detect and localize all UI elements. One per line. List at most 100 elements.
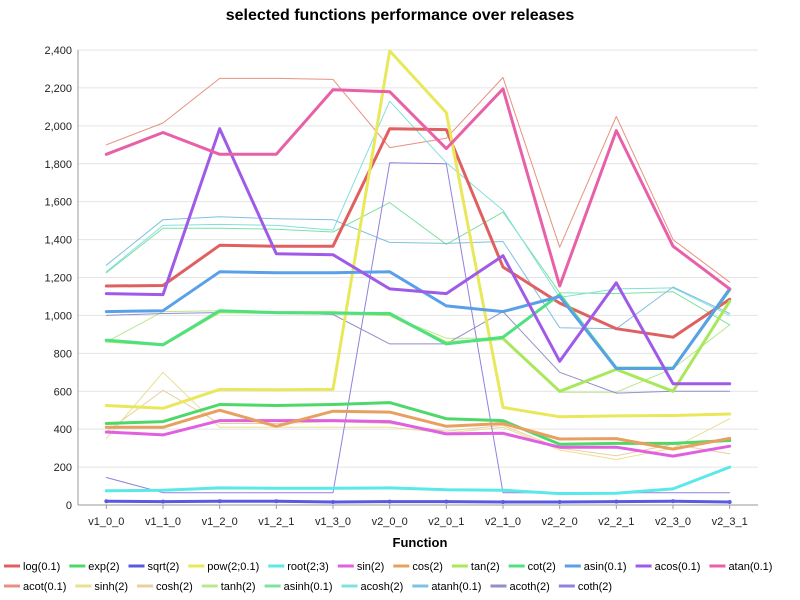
series-line-11 xyxy=(104,87,732,291)
legend-item: asin(0.1) xyxy=(564,561,627,573)
data-point xyxy=(161,499,165,504)
legend-item: coth(2) xyxy=(558,581,612,593)
x-tick-label: v1_2_0 xyxy=(202,516,238,528)
legend-item: asinh(0.1) xyxy=(264,581,333,593)
legend-item: exp(2) xyxy=(69,561,119,573)
series-layer xyxy=(104,49,732,504)
legend-label: atan(0.1) xyxy=(728,561,772,573)
legend-label: acoth(2) xyxy=(509,581,549,593)
legend-label: log(0.1) xyxy=(23,561,60,573)
legend-item: sinh(2) xyxy=(75,581,128,593)
series-line-5 xyxy=(104,419,732,458)
series-line-4 xyxy=(104,465,732,496)
legend-item: cot(2) xyxy=(508,561,556,573)
legend-item: acos(0.1) xyxy=(635,561,701,573)
y-tick-label: 1,400 xyxy=(44,235,72,247)
series-line-7 xyxy=(104,299,732,393)
legend-label: tanh(2) xyxy=(221,581,256,593)
legend-item: tanh(2) xyxy=(201,581,256,593)
y-tick-label: 1,200 xyxy=(44,273,72,285)
legend-item: root(2;3) xyxy=(268,561,329,573)
y-tick-label: 2,400 xyxy=(44,45,72,57)
x-tick-label: v2_1_0 xyxy=(485,516,521,528)
legend-item: acosh(2) xyxy=(341,581,404,593)
data-point xyxy=(104,499,109,504)
legend-item: sqrt(2) xyxy=(128,561,179,573)
legend-label: acosh(2) xyxy=(361,581,404,593)
legend-label: asin(0.1) xyxy=(584,561,627,573)
y-axis-ticks: 0 200 400 600 800 1,000 1,200 1,400 1,600 1,800 2,… xyxy=(44,45,72,512)
legend-item: sin(2) xyxy=(337,561,385,573)
series-line-9 xyxy=(104,270,732,370)
data-point xyxy=(614,499,619,504)
series-line-18 xyxy=(105,216,731,330)
x-tick-label: v2_3_1 xyxy=(712,516,748,528)
legend-label: cosh(2) xyxy=(156,581,193,593)
series-line-10 xyxy=(104,127,732,386)
series-line-17 xyxy=(105,100,731,316)
legend-label: cot(2) xyxy=(528,561,556,573)
series-line-1 xyxy=(104,401,732,446)
x-tick-label: v2_2_0 xyxy=(542,516,578,528)
series-line-0 xyxy=(104,127,732,339)
legend-label: cos(2) xyxy=(412,561,443,573)
data-point xyxy=(274,499,279,504)
y-tick-label: 0 xyxy=(66,500,72,512)
legend-label: acos(0.1) xyxy=(655,561,701,573)
x-axis-ticks: v1_0_0 v1_1_0 v1_2_0 v1_2_1 v1_3_0 v2_0_0 v2_0… xyxy=(88,505,748,528)
legend-item: atanh(0.1) xyxy=(412,581,481,593)
x-tick-label: v1_3_0 xyxy=(315,516,351,528)
legend-item: acot(0.1) xyxy=(4,581,66,593)
data-point xyxy=(217,499,222,504)
y-tick-label: 1,800 xyxy=(44,159,72,171)
chart-title: selected functions performance over rele… xyxy=(226,7,575,24)
y-tick-label: 2,200 xyxy=(44,83,72,95)
legend-label: tan(2) xyxy=(471,561,500,573)
x-tick-label: v2_3_0 xyxy=(655,516,691,528)
legend-label: sinh(2) xyxy=(94,581,128,593)
data-point xyxy=(557,499,562,504)
y-tick-label: 800 xyxy=(54,348,72,360)
data-point xyxy=(444,499,449,504)
legend-item: pow(2;0.1) xyxy=(188,561,259,573)
legend-item: cos(2) xyxy=(393,561,443,573)
x-tick-label: v1_0_0 xyxy=(88,516,124,528)
x-axis-title: Function xyxy=(393,535,448,550)
series-line-12 xyxy=(105,77,731,283)
series-line-2 xyxy=(104,499,732,504)
y-tick-label: 400 xyxy=(54,424,72,436)
x-tick-label: v1_1_0 xyxy=(145,516,181,528)
y-tick-label: 1,000 xyxy=(44,310,72,322)
legend-label: atanh(0.1) xyxy=(431,581,481,593)
series-line-3 xyxy=(104,49,732,419)
series-line-14 xyxy=(105,389,731,457)
legend-item: tan(2) xyxy=(451,561,500,573)
legend-label: root(2;3) xyxy=(287,561,329,573)
data-point xyxy=(387,499,392,504)
legend-label: coth(2) xyxy=(578,581,612,593)
legend-item: log(0.1) xyxy=(4,561,60,573)
x-tick-label: v2_0_1 xyxy=(428,516,464,528)
series-line-6 xyxy=(104,408,732,451)
legend-label: sin(2) xyxy=(357,561,385,573)
legend-label: pow(2;0.1) xyxy=(207,561,259,573)
x-tick-label: v1_2_1 xyxy=(258,516,294,528)
legend-item: cosh(2) xyxy=(137,581,193,593)
x-tick-label: v2_0_0 xyxy=(372,516,408,528)
y-tick-label: 2,000 xyxy=(44,121,72,133)
data-point xyxy=(331,499,335,504)
data-point xyxy=(727,499,732,504)
x-tick-label: v2_2_1 xyxy=(598,516,634,528)
legend-label: exp(2) xyxy=(88,561,119,573)
series-line-15 xyxy=(105,310,731,393)
legend-item: acoth(2) xyxy=(490,581,550,593)
legend-item: atan(0.1) xyxy=(709,561,772,573)
grid-lines xyxy=(77,49,758,506)
data-point xyxy=(501,499,505,504)
legend: log(0.1) exp(2) sqrt(2) pow(2;0.1) root(2;3)… xyxy=(4,561,772,593)
legend-label: asinh(0.1) xyxy=(284,581,333,593)
series-line-19 xyxy=(105,311,731,394)
y-tick-label: 600 xyxy=(54,386,72,398)
legend-label: sqrt(2) xyxy=(147,561,179,573)
